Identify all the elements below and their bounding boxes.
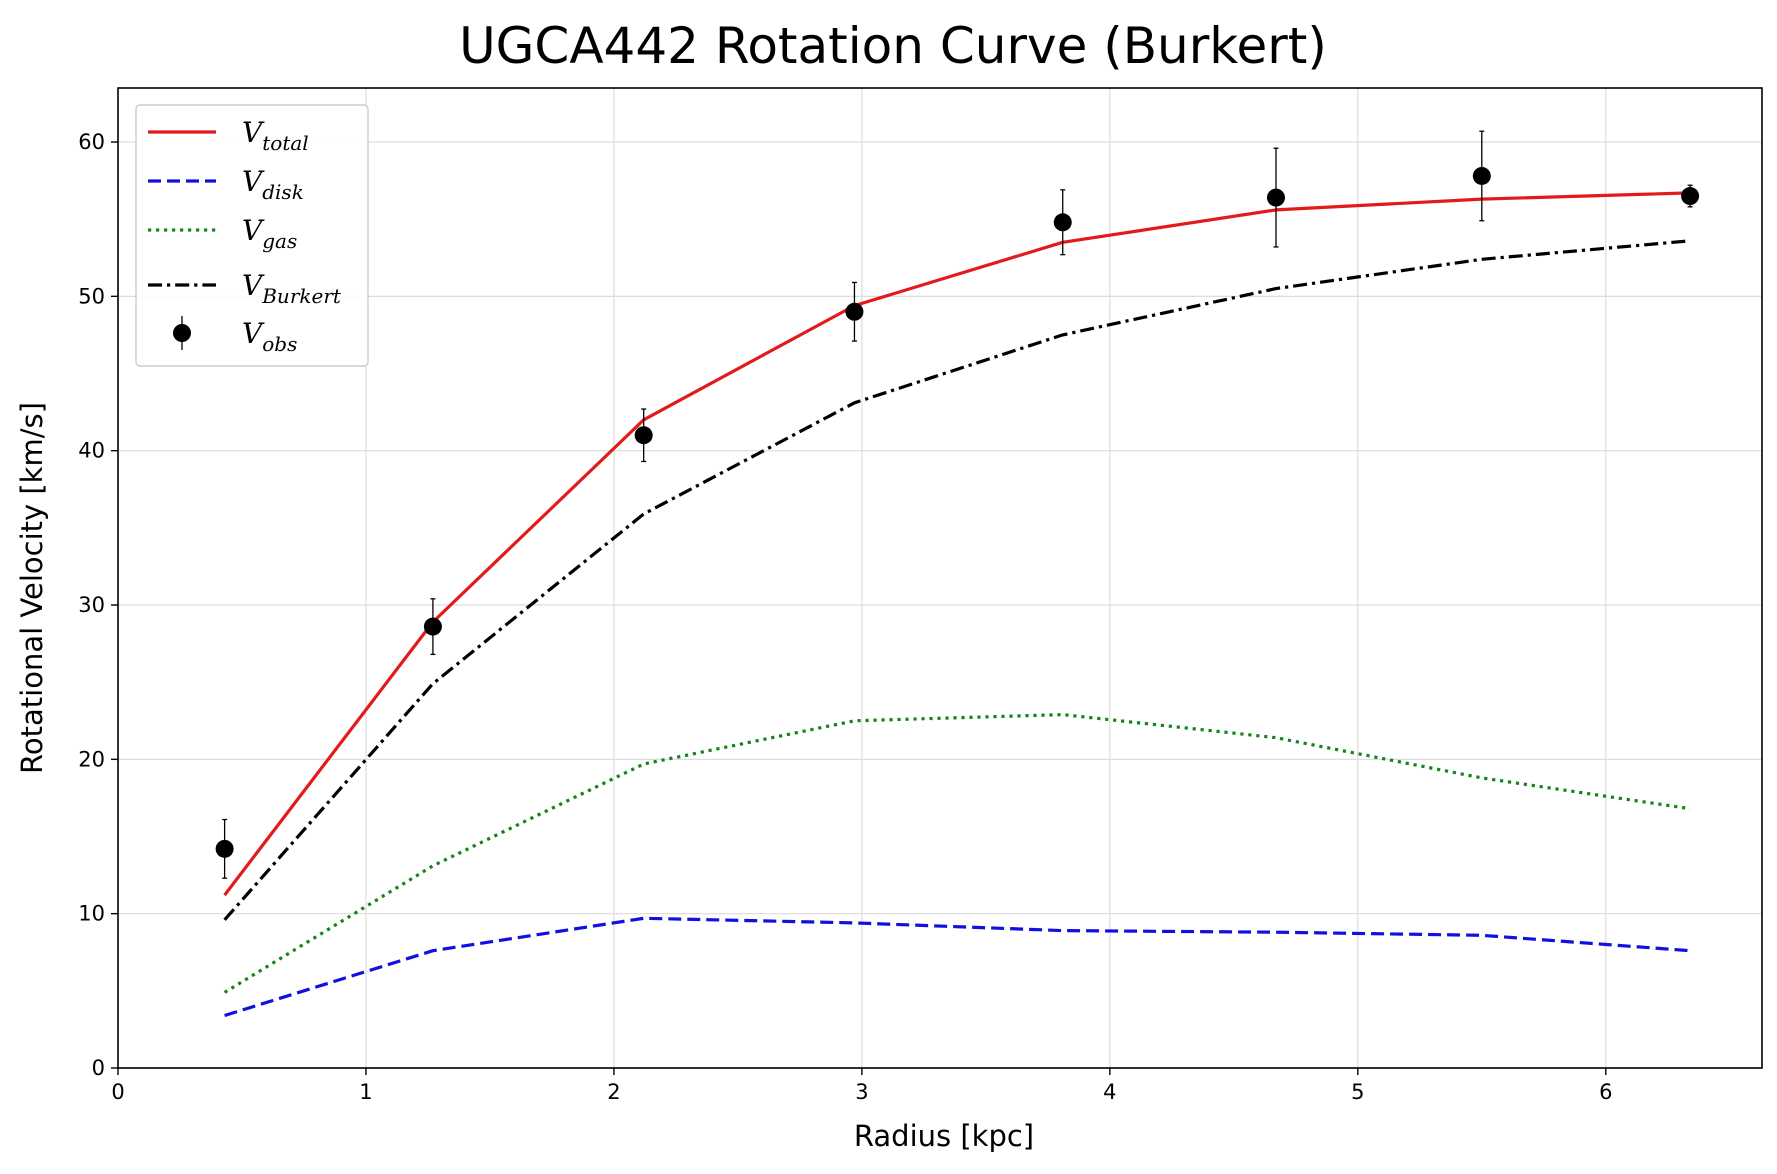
legend-label-main: V	[242, 269, 265, 302]
observed-point	[1681, 187, 1700, 206]
x-tick-label: 0	[111, 1080, 124, 1104]
observed-point	[1472, 166, 1491, 185]
series-line-total	[223, 191, 1691, 897]
series-layer	[223, 191, 1691, 1018]
x-tick-label: 1	[359, 1080, 372, 1104]
legend-label-sub: gas	[262, 229, 297, 253]
y-axis-title: Rotational Velocity [km/s]	[15, 402, 49, 774]
legend-swatch-obs	[173, 324, 191, 342]
series-line-gas	[223, 712, 1691, 994]
y-tick-label: 50	[78, 284, 105, 308]
legend-label: Vgas	[242, 214, 297, 253]
legend-label-main: V	[242, 165, 265, 198]
y-tick-label: 0	[92, 1056, 105, 1080]
chart-title: UGCA442 Rotation Curve (Burkert)	[459, 17, 1327, 75]
y-tick-label: 60	[78, 130, 105, 154]
y-tick-label: 40	[78, 439, 105, 463]
x-tick-label: 6	[1599, 1080, 1612, 1104]
legend-label-sub: obs	[262, 332, 297, 356]
series-line-disk	[224, 916, 1691, 1018]
legend-label: Vobs	[242, 317, 297, 356]
observed-point	[1266, 188, 1285, 207]
legend-label: Vdisk	[242, 165, 304, 204]
observed-point	[423, 617, 442, 636]
legend-label-main: V	[242, 317, 265, 350]
observed-points	[215, 130, 1700, 879]
legend-label-sub: disk	[262, 180, 304, 204]
legend-label: Vtotal	[242, 116, 309, 155]
observed-point	[215, 839, 234, 858]
observed-point	[845, 302, 864, 321]
plot-frame	[117, 87, 1763, 1069]
legend-label: VBurkert	[242, 269, 342, 308]
series-line-burkert	[223, 239, 1691, 921]
legend-box	[135, 104, 369, 367]
x-tick-label: 4	[1103, 1080, 1116, 1104]
x-tick-label: 3	[855, 1080, 868, 1104]
observed-point	[634, 426, 653, 445]
x-tick-label: 5	[1351, 1080, 1364, 1104]
y-tick-label: 30	[78, 593, 105, 617]
x-tick-label: 2	[607, 1080, 620, 1104]
x-axis-title: Radius [kpc]	[854, 1119, 1034, 1153]
legend-label-main: V	[242, 214, 265, 247]
y-tick-label: 10	[78, 902, 105, 926]
legend-label-sub: total	[262, 131, 308, 155]
legend-label-sub: Burkert	[261, 284, 342, 308]
observed-point	[1053, 213, 1072, 232]
legend-label-main: V	[242, 116, 265, 149]
y-tick-label: 20	[78, 747, 105, 771]
